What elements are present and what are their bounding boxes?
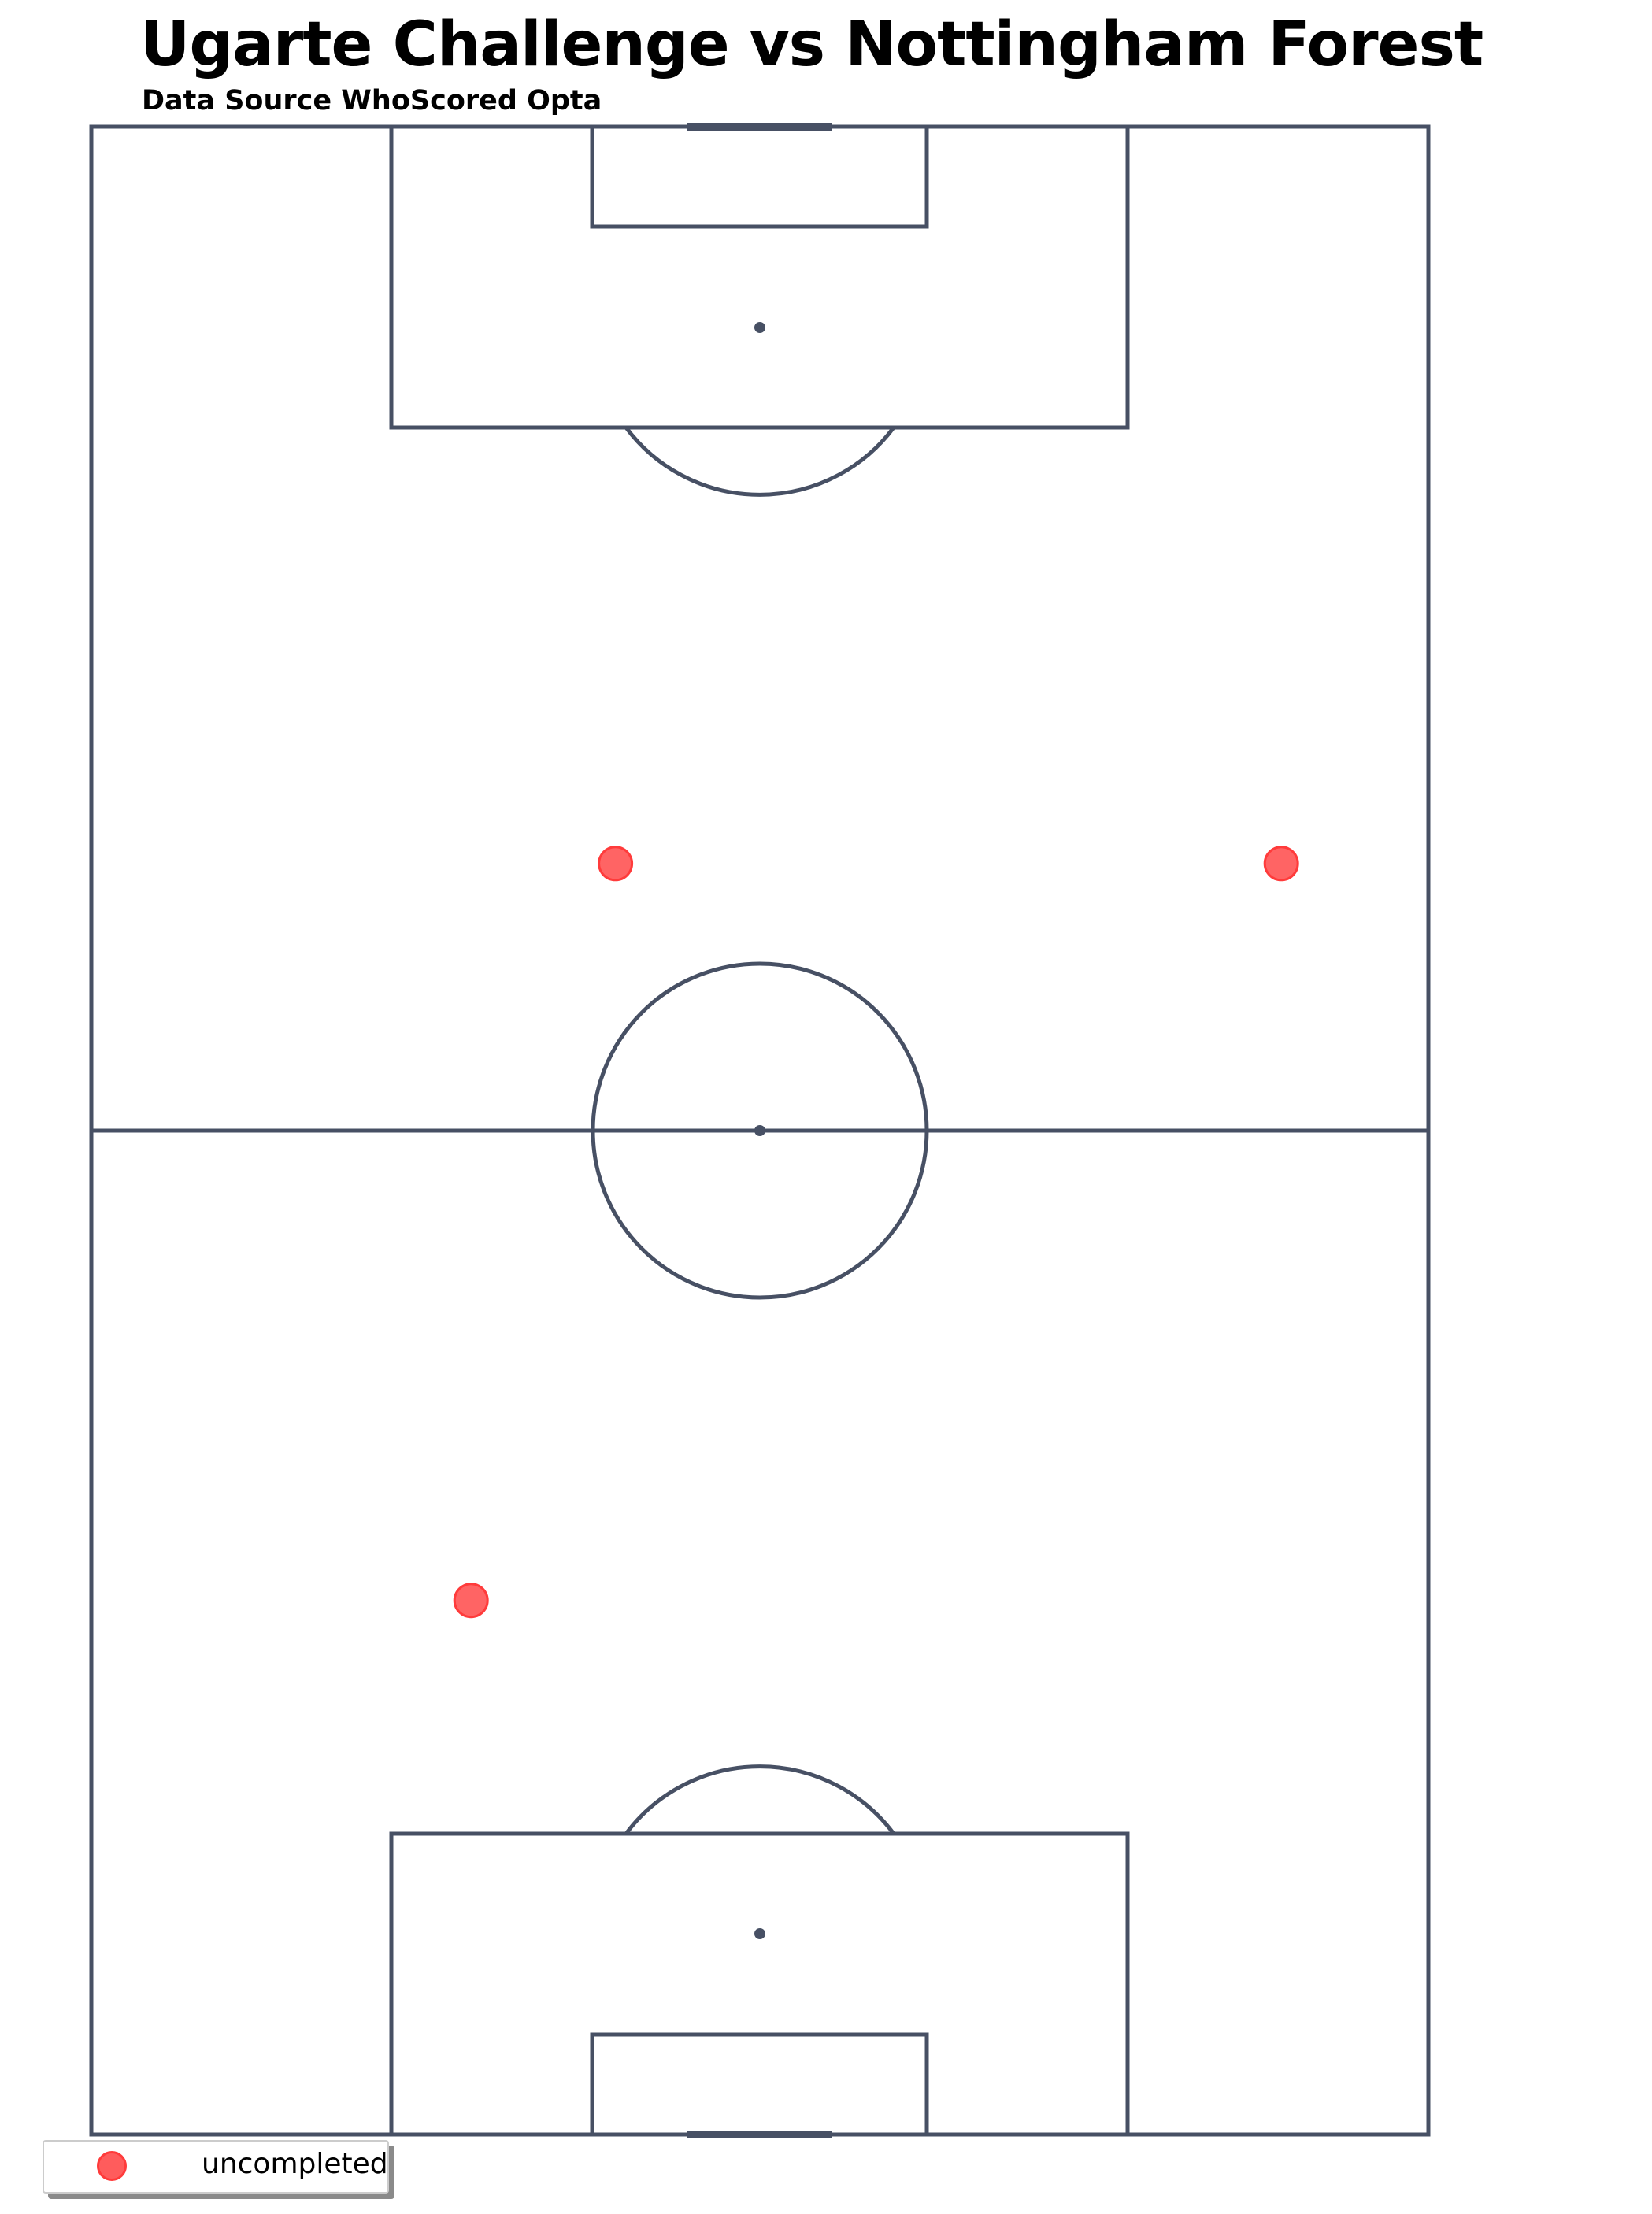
bottom-penalty-box xyxy=(389,1831,1130,2137)
chart-subtitle: Data Source WhoScored Opta xyxy=(142,85,602,117)
bottom-penalty-arc xyxy=(624,1764,896,1835)
legend: uncompleted xyxy=(43,2140,389,2194)
top-penalty-spot xyxy=(754,322,765,333)
uncompleted-point-1 xyxy=(598,846,634,882)
centre-circle xyxy=(591,961,929,1300)
pitch-lines xyxy=(89,123,1431,2138)
legend-label-uncompleted: uncompleted xyxy=(202,2148,388,2180)
uncompleted-point-2 xyxy=(1263,846,1299,882)
centre-spot xyxy=(754,1125,765,1136)
top-six-yard-box xyxy=(590,124,929,229)
chart-title: Ugarte Challenge vs Nottingham Forest xyxy=(140,9,1483,80)
top-penalty-arc xyxy=(624,426,896,497)
legend-marker-uncompleted xyxy=(97,2151,127,2181)
bottom-six-yard-box xyxy=(590,2032,929,2137)
uncompleted-challenge-points xyxy=(453,846,1299,1619)
bottom-penalty-spot xyxy=(754,1928,765,1939)
top-penalty-box xyxy=(389,124,1130,430)
uncompleted-point-3 xyxy=(453,1583,489,1619)
